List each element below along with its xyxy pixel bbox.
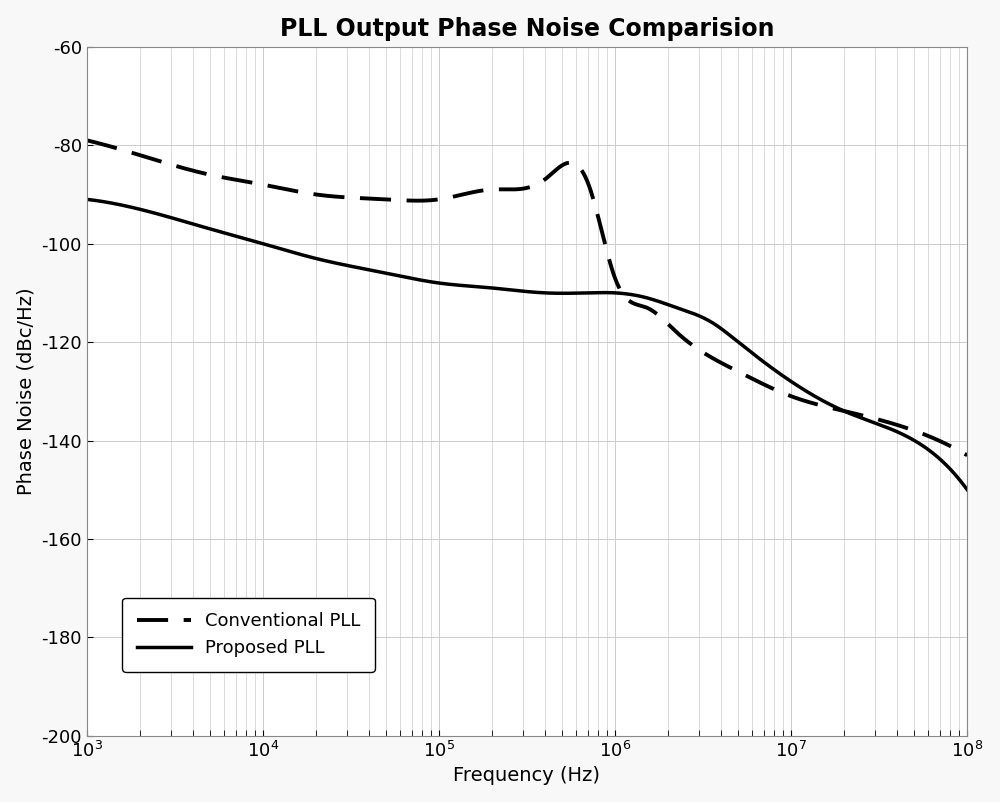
Proposed PLL bbox=[81, 195, 93, 205]
Proposed PLL bbox=[437, 279, 449, 289]
X-axis label: Frequency (Hz): Frequency (Hz) bbox=[453, 767, 600, 785]
Conventional PLL bbox=[437, 194, 449, 204]
Proposed PLL bbox=[469, 282, 481, 291]
Line: Conventional PLL: Conventional PLL bbox=[87, 140, 967, 456]
Conventional PLL bbox=[81, 136, 93, 145]
Proposed PLL bbox=[767, 364, 779, 374]
Proposed PLL bbox=[961, 485, 973, 495]
Y-axis label: Phase Noise (dBc/Hz): Phase Noise (dBc/Hz) bbox=[17, 287, 36, 495]
Conventional PLL bbox=[685, 339, 697, 349]
Conventional PLL bbox=[767, 384, 779, 394]
Conventional PLL bbox=[171, 161, 183, 171]
Conventional PLL bbox=[783, 391, 795, 400]
Title: PLL Output Phase Noise Comparision: PLL Output Phase Noise Comparision bbox=[280, 17, 774, 41]
Conventional PLL bbox=[961, 451, 973, 460]
Line: Proposed PLL: Proposed PLL bbox=[87, 200, 967, 490]
Proposed PLL bbox=[783, 375, 795, 385]
Legend: Conventional PLL, Proposed PLL: Conventional PLL, Proposed PLL bbox=[122, 597, 375, 671]
Conventional PLL bbox=[469, 187, 481, 196]
Proposed PLL bbox=[685, 308, 697, 318]
Proposed PLL bbox=[171, 214, 183, 224]
